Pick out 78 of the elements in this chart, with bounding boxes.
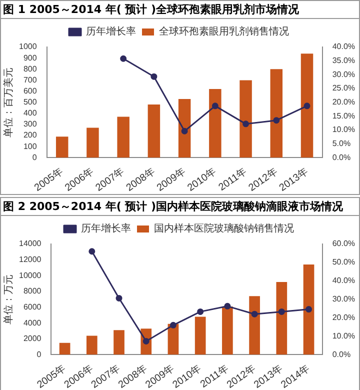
x-tick-label: 2011年 <box>216 165 250 194</box>
y-tick-label: 2000 <box>23 334 42 344</box>
bar <box>117 116 130 158</box>
point <box>150 73 158 80</box>
y2-tick-label: 35.0% <box>332 56 356 66</box>
bar <box>270 69 283 158</box>
point <box>120 55 127 62</box>
y2-tick-label: 0.0% <box>332 152 351 162</box>
y2-tick-label: 30.0% <box>332 70 356 79</box>
y-tick-label: 0 <box>32 152 38 162</box>
y-tick-label: 700 <box>23 75 38 84</box>
y2-tick-label: 40.0% <box>332 42 356 52</box>
point <box>170 322 176 328</box>
y-tick-label: 6000 <box>23 302 42 312</box>
point <box>197 308 204 315</box>
legend-label: 历年增长率 <box>81 222 131 235</box>
y2-tick-label: 30.0% <box>332 294 356 304</box>
point <box>306 306 312 313</box>
y-tick-label: 0 <box>36 350 42 359</box>
y-tick-label: 10000 <box>18 270 42 280</box>
y-tick-label: 600 <box>23 86 38 96</box>
point <box>278 308 285 315</box>
y2-tick-label: 10.0% <box>332 125 356 134</box>
legend-label: 全球环孢素眼用乳剂销售情况 <box>159 26 289 38</box>
bar <box>178 99 191 158</box>
y2-tick-label: 50.0% <box>332 258 356 267</box>
y2-tick-label: 0.0% <box>332 350 351 359</box>
y-tick-label: 200 <box>23 130 38 140</box>
y2-tick-label: 15.0% <box>332 111 356 120</box>
y-tick-label: 400 <box>23 108 38 118</box>
bar <box>303 264 314 355</box>
point <box>273 117 280 124</box>
point <box>116 294 122 302</box>
y-axis-title: 单位：万元 <box>2 274 15 324</box>
bar <box>276 282 288 355</box>
x-tick-label: 2010年 <box>185 165 218 194</box>
y-axis-title: 单位：百万美元 <box>2 67 15 138</box>
bar <box>59 342 70 355</box>
legend-label: 国内样本医院玻璃酸钠销售情况 <box>154 222 294 235</box>
x-tick-label: 2009年 <box>154 165 188 194</box>
bar <box>114 330 124 355</box>
y-tick-label: 14000 <box>18 239 42 248</box>
y2-tick-label: 10.0% <box>332 331 356 340</box>
point <box>88 248 96 255</box>
y2-tick-label: 25.0% <box>332 84 356 93</box>
y-tick-label: 100 <box>23 142 38 151</box>
chart-title: 图 1 2005～2014 年( 预计 )全球环孢素眼用乳剂市场情况 <box>1 1 359 19</box>
bar <box>300 54 314 158</box>
bar <box>86 336 98 355</box>
y-tick-label: 8000 <box>23 286 42 296</box>
y-tick-label: 12000 <box>18 255 42 264</box>
point <box>304 102 310 110</box>
bar <box>194 316 206 355</box>
bar <box>56 136 68 158</box>
bar <box>209 89 222 158</box>
point <box>181 128 188 134</box>
bar <box>86 128 99 158</box>
y-tick-label: 800 <box>23 64 38 74</box>
y2-tick-label: 40.0% <box>332 276 356 286</box>
y-tick-label: 500 <box>23 98 38 107</box>
y2-tick-label: 60.0% <box>332 239 356 248</box>
bar <box>240 80 252 158</box>
legend-label: 历年增长率 <box>86 26 136 38</box>
bar <box>148 104 160 158</box>
chart-title: 图 2 2005～2014 年( 预计 )国内样本医院玻璃酸钠滴眼液市场情况 <box>1 198 359 216</box>
point <box>224 302 231 310</box>
y2-tick-label: 20.0% <box>332 98 356 107</box>
point <box>251 310 258 318</box>
point <box>212 102 218 110</box>
y-tick-label: 300 <box>23 120 38 129</box>
bar <box>249 296 260 355</box>
y-tick-label: 4000 <box>23 318 42 328</box>
y2-tick-label: 20.0% <box>332 312 356 322</box>
y2-tick-label: 5.0% <box>332 139 351 148</box>
y-tick-label: 1000 <box>19 42 38 52</box>
point <box>242 120 250 128</box>
y-tick-label: 900 <box>23 53 38 62</box>
bar <box>222 306 233 355</box>
